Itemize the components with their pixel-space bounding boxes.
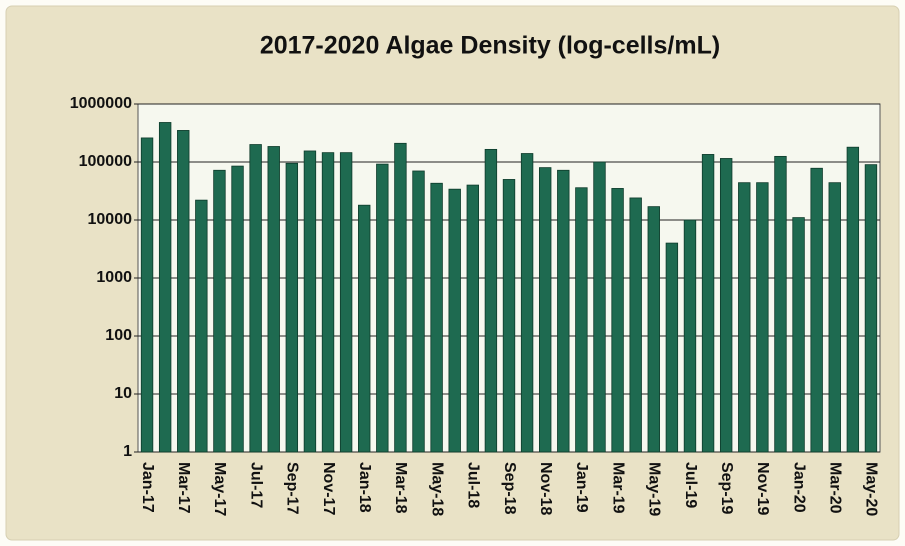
bar (339, 152, 353, 453)
bar (213, 169, 226, 453)
bar (303, 150, 317, 453)
x-tick-label: Mar-19 (609, 462, 626, 514)
bar (647, 206, 660, 453)
bar (810, 167, 823, 453)
bar (593, 161, 606, 453)
bar (756, 182, 769, 453)
x-tick-label: Nov-19 (754, 462, 771, 515)
bar (774, 155, 787, 453)
bar (358, 204, 371, 453)
bar (502, 179, 516, 453)
bar (611, 188, 624, 453)
bar (195, 199, 208, 453)
x-tick-label: Jul-17 (247, 462, 264, 508)
y-tick-label: 1000 (96, 269, 132, 286)
bar (430, 182, 443, 453)
bar (665, 242, 679, 453)
bar (158, 122, 172, 453)
bar (231, 165, 244, 453)
x-tick-label: May-17 (211, 462, 228, 516)
y-tick-label: 10 (114, 385, 132, 402)
bar (719, 158, 733, 453)
bar (828, 182, 841, 453)
x-tick-label: Jan-18 (356, 462, 373, 513)
bar (466, 184, 479, 453)
bar (140, 137, 154, 453)
x-tick-label: Sep-18 (501, 462, 518, 515)
bar (846, 146, 860, 453)
bar (557, 169, 570, 453)
bar (394, 142, 407, 453)
y-tick-label: 1 (123, 443, 132, 460)
x-tick-label: Sep-19 (718, 462, 735, 515)
y-tick-label: 100000 (79, 153, 132, 170)
bar (738, 182, 751, 453)
bar (267, 146, 280, 453)
bar (177, 130, 190, 453)
bar (412, 170, 425, 453)
x-tick-label: Nov-18 (537, 462, 554, 515)
bar (285, 162, 299, 453)
y-tick-label: 100 (105, 327, 132, 344)
x-tick-label: Jan-19 (573, 462, 590, 513)
y-tick-label: 10000 (88, 211, 133, 228)
bar (701, 154, 715, 453)
x-tick-label: May-19 (646, 462, 663, 516)
bar (448, 188, 461, 453)
x-tick-label: Mar-20 (827, 462, 844, 514)
x-tick-label: Jan-20 (790, 462, 807, 513)
bar (321, 152, 335, 453)
bar (792, 217, 805, 453)
bar (575, 187, 588, 453)
x-tick-label: May-20 (863, 462, 880, 516)
x-tick-label: Jul-19 (682, 462, 699, 508)
x-tick-label: Mar-17 (175, 462, 192, 514)
bar (520, 153, 534, 453)
y-tick-label: 1000000 (70, 95, 132, 112)
bar (629, 197, 642, 453)
x-tick-label: Sep-17 (284, 462, 301, 515)
x-tick-label: Mar-18 (392, 462, 409, 514)
bar (539, 167, 552, 453)
bar (376, 163, 389, 453)
x-tick-label: Jul-18 (465, 462, 482, 508)
bar (484, 148, 498, 453)
bar (683, 219, 697, 453)
bar (249, 144, 262, 453)
bar (864, 164, 878, 453)
chart-title: 2017-2020 Algae Density (log-cells/mL) (260, 32, 720, 60)
x-tick-label: Nov-17 (320, 462, 337, 515)
x-tick-label: Jan-17 (139, 462, 156, 513)
x-tick-label: May-18 (428, 462, 445, 516)
